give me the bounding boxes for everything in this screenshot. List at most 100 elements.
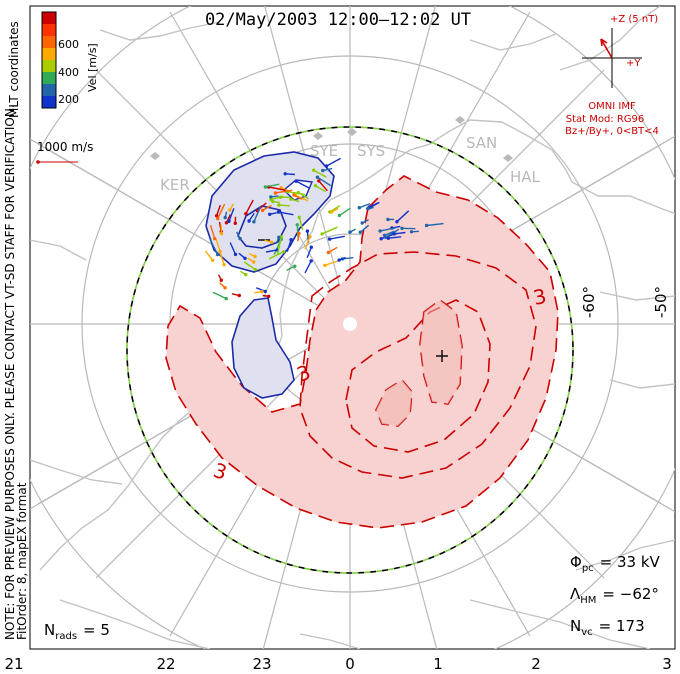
velocity-vector: [270, 195, 284, 201]
mlt-label-1: 1: [433, 655, 443, 673]
map-title: 02/May/2003 12:00–12:02 UT: [205, 10, 471, 30]
velocity-vector-origin: [238, 236, 242, 241]
velocity-vector: [229, 242, 237, 255]
velocity-vector-origin: [215, 252, 220, 257]
velocity-vector-origin: [252, 220, 256, 224]
velocity-vector-origin: [424, 223, 429, 228]
velocity-vector: [262, 204, 272, 212]
station-sys-marker: [347, 128, 357, 136]
imf-z-label: +Z (5 nT): [610, 14, 658, 25]
color-scale-label: Vel [m/s]: [86, 43, 99, 92]
velocity-vector-origin: [379, 237, 383, 241]
velocity-vector: [215, 204, 221, 217]
velocity-vector-origin: [309, 245, 313, 249]
velocity-vector-origin: [326, 250, 331, 255]
velocity-vector-origin: [277, 235, 281, 239]
positive-potential-cell: [166, 176, 558, 528]
velocity-vector-origin: [308, 235, 312, 239]
hm-boundary-green: [126, 126, 574, 574]
velocity-vector-origin: [269, 195, 273, 199]
station-san-marker: [455, 116, 465, 124]
velocity-vector: [275, 189, 293, 194]
velocity-vector: [217, 203, 226, 219]
velocity-vector-origin: [233, 252, 238, 257]
velocity-vector: [313, 169, 327, 178]
velocity-vector-origin: [392, 232, 396, 236]
velocity-vector-origin: [224, 221, 229, 225]
velocity-vector-origin: [260, 290, 264, 294]
velocity-vector-origin: [223, 215, 227, 220]
coordinates-label: MLT coordinates: [7, 21, 21, 118]
velocity-vector-origin: [327, 237, 332, 241]
velocity-vector-origin: [283, 172, 287, 176]
mlt-label-23: 23: [252, 655, 271, 673]
imf-source: OMNI IMF: [588, 101, 636, 112]
velocity-vector-origin: [330, 210, 334, 214]
velocity-vector: [209, 238, 219, 255]
potential-maximum-marker: [436, 350, 448, 362]
velocity-vector-origin: [224, 296, 228, 301]
velocity-vector: [306, 246, 312, 259]
velocity-vector: [245, 199, 254, 215]
velocity-vector: [219, 251, 225, 266]
velocity-vectors: [204, 157, 444, 301]
station-sye-marker: [313, 132, 323, 140]
velocity-vector: [212, 291, 227, 300]
velocity-vector-origin: [395, 220, 399, 224]
velocity-vector-origin: [321, 168, 325, 173]
velocity-vector: [243, 261, 256, 271]
negative-cell-lower: [231, 297, 295, 399]
velocity-vector: [339, 207, 351, 216]
color-scale-tick-600: 600: [58, 38, 79, 51]
magnetic-pole-marker: [343, 317, 357, 331]
velocity-vector: [265, 183, 280, 188]
velocity-vector-origin: [244, 212, 248, 216]
velocity-vector-origin: [312, 168, 316, 172]
imf-condition: Bz+/By+, 0<BT<4: [565, 126, 659, 137]
velocity-vector: [388, 236, 402, 239]
station-hal-marker: [503, 154, 513, 162]
plot-frame: [29, 5, 676, 650]
velocity-vector-origin: [253, 267, 257, 272]
velocity-vector-origin: [228, 208, 232, 212]
stat-n-vc: Nvc = 173: [570, 617, 645, 638]
velocity-vector-origin: [252, 260, 256, 264]
velocity-vector-origin: [222, 263, 226, 267]
stat-n-rads: Nrads = 5: [44, 621, 110, 642]
stat-lambda-hm: ΛHM = −62°: [570, 585, 659, 606]
velocity-vector-origin: [281, 250, 286, 254]
velocity-vector: [315, 185, 326, 193]
velocity-vector: [265, 249, 278, 253]
velocity-vector: [318, 180, 328, 192]
mlt-labels: 21 22 23 0 1 2 3: [4, 655, 671, 673]
velocity-vector: [326, 157, 341, 167]
station-label-san: SAN: [466, 134, 497, 152]
velocity-vector-origin: [268, 212, 272, 216]
velocity-vector-origin: [279, 185, 283, 190]
velocity-vector: [215, 238, 221, 252]
velocity-vector-origin: [409, 230, 414, 234]
velocity-vector-origin: [315, 175, 320, 179]
velocity-vector: [277, 236, 282, 255]
latitude-label-60: -60°: [580, 286, 598, 318]
velocity-vector: [278, 211, 294, 216]
velocity-vector-origin: [233, 221, 237, 225]
mlt-label-3: 3: [662, 655, 672, 673]
velocity-vector-origin: [317, 179, 321, 183]
velocity-vector-origin: [400, 226, 404, 230]
velocity-vector-origin: [297, 231, 301, 236]
velocity-vector: [286, 239, 292, 252]
imf-vector-arrowhead: [600, 38, 608, 47]
velocity-vector-origin: [237, 293, 241, 298]
velocity-vector: [329, 235, 345, 240]
color-scale: 600 400 200 Vel [m/s] MLT coordinates: [7, 11, 99, 118]
velocity-vector-origin: [358, 230, 362, 234]
station-label-sys: SYS: [357, 142, 385, 160]
mlt-label-2: 2: [531, 655, 541, 673]
station-label-hal: HAL: [510, 168, 541, 186]
velocity-vector: [394, 231, 406, 235]
velocity-vector-origin: [337, 258, 341, 262]
preview-note: NOTE: FOR PREVIEW PURPOSES ONLY. PLEASE …: [3, 104, 17, 640]
velocity-vector: [304, 236, 311, 250]
velocity-vector: [304, 260, 312, 274]
